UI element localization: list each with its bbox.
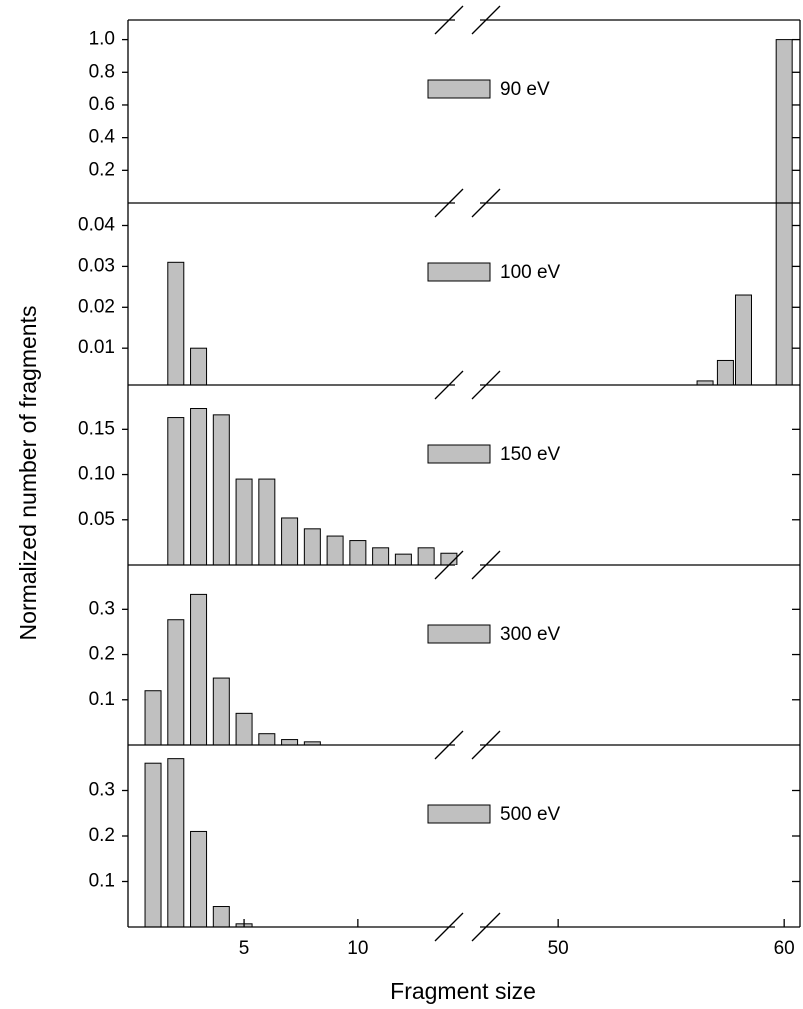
- bar: [144, 690, 162, 745]
- y-tick-label: 0.8: [89, 61, 115, 82]
- bar: [696, 380, 714, 385]
- panel: [144, 758, 253, 927]
- x-tick-label: 10: [347, 938, 368, 959]
- y-tick-label: 0.15: [78, 418, 115, 439]
- break-mark: [434, 550, 464, 580]
- y-tick-label: 0.4: [89, 127, 116, 148]
- y-tick-label: 0.2: [89, 159, 115, 180]
- y-tick-label: 0.1: [89, 689, 115, 710]
- bar: [281, 517, 299, 565]
- legend-swatch: [427, 262, 491, 282]
- legend-label: 500 eV: [500, 804, 561, 825]
- bar: [734, 294, 752, 385]
- break-mark: [434, 5, 464, 35]
- bar: [775, 203, 793, 385]
- x-tick-label: 5: [239, 938, 250, 959]
- bar: [326, 535, 344, 565]
- x-tick-label: 60: [774, 938, 795, 959]
- bar: [372, 547, 390, 565]
- bar: [212, 414, 230, 565]
- legend-swatch: [427, 79, 491, 99]
- break-mark: [434, 370, 464, 400]
- bar: [775, 39, 793, 203]
- bar: [144, 762, 162, 927]
- panel: [144, 593, 321, 745]
- y-tick-label: 1.0: [89, 29, 115, 50]
- y-axis-label: Normalized number of fragments: [15, 306, 41, 641]
- x-tick-label: 50: [548, 938, 569, 959]
- legend-swatch: [427, 804, 491, 824]
- y-tick-label: 0.3: [89, 598, 115, 619]
- legend-label: 300 eV: [500, 624, 561, 645]
- y-tick-label: 0.1: [89, 871, 115, 892]
- y-tick-label: 0.2: [89, 825, 115, 846]
- legend-label: 150 eV: [500, 444, 561, 465]
- bar: [190, 830, 208, 927]
- bar: [190, 347, 208, 385]
- bar: [258, 478, 276, 565]
- bar: [167, 619, 185, 745]
- panel: [775, 39, 793, 203]
- bar: [167, 417, 185, 565]
- bar: [212, 906, 230, 927]
- bar: [716, 359, 734, 385]
- bar: [212, 677, 230, 745]
- break-mark: [471, 730, 501, 760]
- bar: [281, 739, 299, 745]
- y-tick-label: 0.6: [89, 94, 115, 115]
- legend-swatch: [427, 624, 491, 644]
- bar: [258, 733, 276, 745]
- y-tick-label: 0.02: [78, 296, 115, 317]
- bar: [190, 593, 208, 745]
- y-tick-label: 0.10: [78, 464, 115, 485]
- break-mark: [471, 912, 501, 942]
- panel: [167, 203, 793, 385]
- y-tick-label: 0.2: [89, 644, 115, 665]
- break-mark: [471, 5, 501, 35]
- bar: [190, 408, 208, 565]
- panel: [167, 408, 458, 565]
- break-mark: [471, 550, 501, 580]
- bar: [440, 552, 458, 565]
- x-axis-label: Fragment size: [390, 978, 536, 1004]
- bar: [167, 261, 185, 385]
- bar: [167, 758, 185, 927]
- break-mark: [434, 730, 464, 760]
- y-tick-label: 0.04: [78, 215, 115, 236]
- bar: [394, 553, 412, 565]
- bar: [417, 547, 435, 565]
- legend-swatch: [427, 444, 491, 464]
- y-tick-label: 0.05: [78, 509, 115, 530]
- bar: [235, 478, 253, 565]
- y-tick-label: 0.01: [78, 337, 115, 358]
- bar: [303, 528, 321, 565]
- break-mark: [434, 912, 464, 942]
- legend-label: 90 eV: [500, 79, 550, 100]
- break-mark: [471, 188, 501, 218]
- break-mark: [434, 188, 464, 218]
- y-tick-label: 0.03: [78, 255, 115, 276]
- bar: [235, 712, 253, 745]
- bar: [349, 540, 367, 565]
- legend-label: 100 eV: [500, 262, 561, 283]
- y-tick-label: 0.3: [89, 780, 115, 801]
- break-mark: [471, 370, 501, 400]
